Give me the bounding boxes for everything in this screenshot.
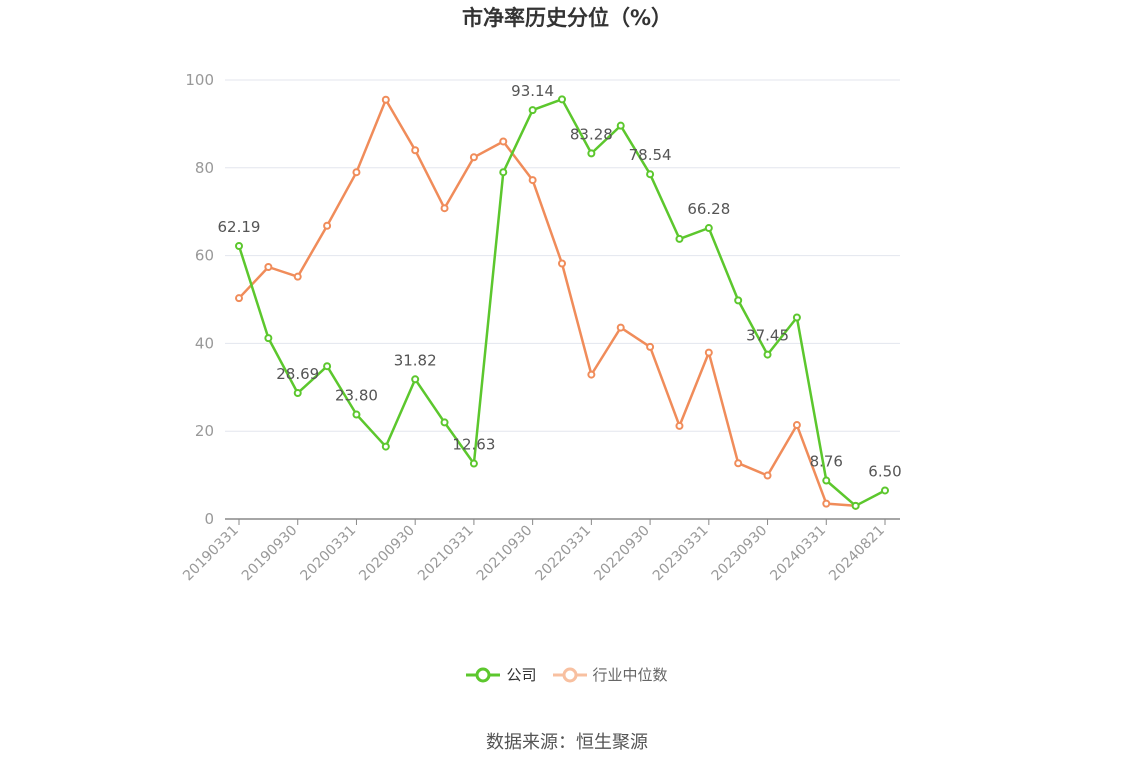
data-point-1 (293, 272, 302, 281)
chart-title: 市净率历史分位（%） (461, 6, 673, 30)
x-tick-label: 20220930 (591, 523, 653, 585)
x-tick-label: 20240331 (767, 523, 829, 585)
y-tick-label: 100 (185, 71, 214, 89)
grid-lines (225, 79, 900, 432)
data-point-0 (734, 296, 743, 305)
data-point-1 (440, 204, 449, 213)
data-point-1 (528, 176, 537, 185)
data-point-0 (381, 442, 390, 451)
x-axis: 2019033120190930202003312020093020210331… (180, 518, 900, 585)
data-point-0 (792, 313, 801, 322)
data-point-0 (440, 418, 449, 427)
legend-marker-industry-icon (552, 667, 587, 682)
y-tick-label: 40 (195, 334, 214, 352)
data-point-1 (235, 294, 243, 303)
data-label: 28.69 (276, 365, 319, 383)
y-axis: 0 20 40 60 80 100 (185, 71, 214, 528)
data-label: 6.50 (868, 462, 901, 480)
legend-label-industry-median: 行业中位数 (592, 666, 668, 684)
data-label: 62.19 (218, 218, 261, 236)
x-tick-label: 20200331 (298, 523, 360, 585)
data-label: 66.28 (687, 200, 730, 218)
data-point-1 (587, 370, 596, 379)
data-point-0 (763, 350, 772, 359)
data-point-0 (411, 375, 420, 384)
data-point-0 (323, 362, 332, 371)
data-labels: 62.19 28.69 23.80 31.82 12.63 93.14 83.28 78.54… (218, 82, 902, 480)
x-tick-label: 20210331 (415, 523, 477, 585)
x-tick-label: 20200930 (356, 523, 418, 585)
legend: 公司 行业中位数 (0, 664, 1134, 685)
data-point-0 (469, 459, 478, 468)
data-label: 93.14 (511, 82, 554, 100)
data-label: 37.45 (746, 327, 789, 345)
y-tick-label: 20 (195, 422, 214, 440)
data-point-1 (499, 137, 508, 146)
data-point-1 (558, 259, 566, 268)
data-point-1 (792, 421, 801, 430)
data-point-0 (235, 241, 243, 250)
series-lines (235, 95, 889, 510)
x-tick-label: 20240821 (826, 523, 888, 585)
data-label: 12.63 (452, 436, 495, 454)
data-point-0 (587, 149, 596, 158)
data-point-0 (646, 170, 655, 179)
data-point-0 (499, 168, 508, 177)
data-point-0 (881, 486, 889, 495)
legend-item-company[interactable]: 公司 (466, 664, 537, 685)
x-tick-label: 20210930 (474, 523, 536, 585)
data-label: 83.28 (570, 125, 613, 143)
data-label: 78.54 (629, 146, 672, 164)
data-point-0 (616, 121, 625, 130)
data-point-1 (352, 168, 361, 177)
data-point-0 (352, 410, 361, 419)
x-tick-label: 20230930 (709, 523, 771, 585)
data-point-0 (558, 95, 566, 104)
data-point-1 (323, 221, 332, 230)
data-point-0 (822, 476, 831, 485)
x-tick-label: 20230331 (650, 523, 712, 585)
data-point-1 (704, 348, 713, 357)
data-source: 数据来源：恒生聚源 (486, 732, 648, 753)
data-point-1 (646, 342, 655, 351)
data-point-1 (264, 263, 273, 272)
data-label: 31.82 (394, 351, 437, 369)
data-label: 8.76 (810, 453, 843, 471)
data-point-0 (293, 389, 302, 398)
y-tick-label: 60 (195, 247, 214, 265)
y-tick-label: 0 (204, 510, 214, 528)
y-tick-label: 80 (195, 159, 214, 177)
x-tick-label: 20220331 (532, 523, 594, 585)
x-tick-label: 20190930 (239, 523, 301, 585)
series-line-1 (238, 98, 856, 508)
data-point-0 (704, 224, 713, 233)
x-tick-label: 20190331 (180, 523, 242, 585)
data-point-1 (675, 421, 684, 430)
legend-label-company: 公司 (506, 666, 537, 684)
data-point-1 (734, 459, 743, 468)
data-point-1 (616, 323, 625, 332)
data-point-0 (264, 334, 273, 343)
series-line-0 (237, 98, 886, 508)
legend-marker-company-icon (466, 667, 501, 682)
data-point-1 (411, 146, 420, 155)
data-point-1 (381, 95, 390, 104)
data-point-0 (675, 234, 684, 243)
data-point-1 (822, 499, 831, 508)
legend-item-industry-median[interactable]: 行业中位数 (552, 664, 668, 685)
data-point-0 (851, 501, 860, 510)
data-point-1 (469, 153, 478, 162)
data-point-1 (763, 471, 772, 480)
data-point-0 (528, 106, 537, 115)
data-label: 23.80 (335, 387, 378, 405)
